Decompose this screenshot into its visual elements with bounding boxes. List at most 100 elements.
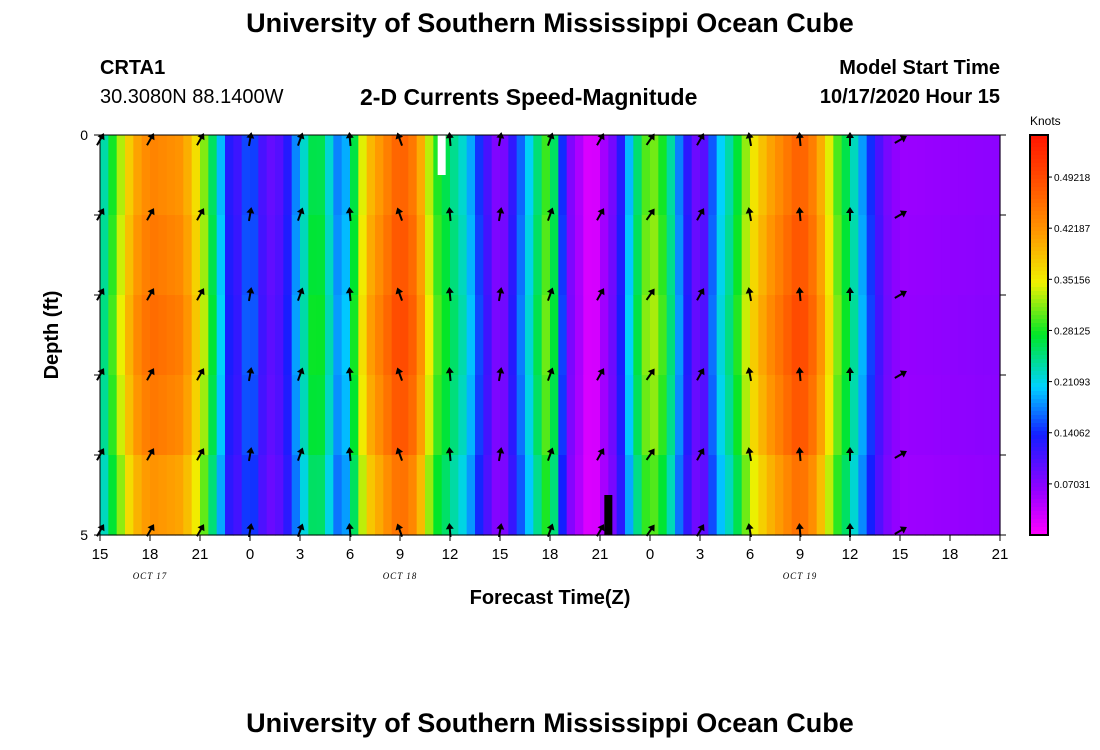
- heatmap-cell: [500, 455, 509, 536]
- current-arrow: [296, 132, 305, 146]
- heatmap-cell: [800, 215, 809, 296]
- heatmap-cell: [691, 135, 701, 216]
- heatmap-cell: [475, 135, 484, 216]
- heatmap-cell: [875, 375, 884, 456]
- colorbar-segment: [1030, 155, 1048, 160]
- heatmap-cell: [991, 455, 1001, 536]
- heatmap-cell: [291, 295, 301, 376]
- heatmap-cell: [566, 135, 576, 216]
- heatmap-cell: [741, 215, 751, 296]
- heatmap-cell: [816, 215, 826, 296]
- current-arrow: [795, 287, 804, 302]
- heatmap-cell: [791, 135, 801, 216]
- heatmap-cell: [675, 135, 684, 216]
- heatmap-cell: [650, 455, 659, 536]
- heatmap-cell: [333, 455, 343, 536]
- heatmap-cell: [366, 215, 376, 296]
- heatmap-cell: [475, 215, 484, 296]
- heatmap-cell: [325, 455, 334, 536]
- current-arrow: [496, 367, 505, 382]
- heatmap-cell: [925, 375, 934, 456]
- colorbar-segment: [1030, 187, 1048, 192]
- heatmap-cell: [250, 295, 259, 376]
- heatmap-cell: [633, 295, 643, 376]
- heatmap-cell: [750, 295, 759, 376]
- heatmap-cell: [200, 455, 209, 536]
- heatmap-cell: [275, 295, 284, 376]
- heatmap-cell: [516, 295, 526, 376]
- heatmap-cell: [116, 375, 126, 456]
- heatmap-cell: [591, 375, 601, 456]
- heatmap-cell: [283, 295, 293, 376]
- heatmap-cell: [433, 215, 443, 296]
- colorbar-segment: [1030, 207, 1048, 212]
- current-arrow: [395, 207, 404, 221]
- heatmap-cell: [908, 215, 918, 296]
- colorbar: Knots 0.49218 0.42187 0.35156 0.28125 0.21093…: [1029, 114, 1091, 536]
- heatmap-cell: [166, 135, 176, 216]
- heatmap-cell: [858, 295, 868, 376]
- heatmap-cell: [791, 455, 801, 536]
- heatmap-cell: [191, 375, 201, 456]
- heatmap-cell: [358, 375, 368, 456]
- heatmap-cell: [250, 455, 259, 536]
- colorbar-segment: [1030, 283, 1048, 288]
- heatmap-cell: [858, 455, 868, 536]
- heatmap-cell: [125, 455, 134, 536]
- heatmap-cell: [458, 295, 468, 376]
- heatmap-cell: [741, 375, 751, 456]
- heatmap-cell: [275, 135, 284, 216]
- heatmap-cell: [308, 295, 318, 376]
- heatmap-cell: [733, 295, 743, 376]
- heatmap-cell: [983, 375, 993, 456]
- heatmap-cell: [358, 295, 368, 376]
- heatmap-cell: [533, 215, 543, 296]
- heatmap-cell: [175, 375, 184, 456]
- data-markers: [437, 135, 613, 535]
- heatmap-cell: [100, 455, 109, 536]
- heatmap-cell: [550, 295, 559, 376]
- heatmap-cell: [508, 215, 518, 296]
- heatmap-cell: [258, 455, 268, 536]
- x-tick-label: 21: [992, 546, 1009, 563]
- colorbar-segment: [1030, 299, 1048, 304]
- heatmap-cell: [908, 375, 918, 456]
- heatmap-cell: [150, 375, 159, 456]
- colorbar-segment: [1030, 143, 1048, 148]
- current-arrow: [146, 208, 155, 221]
- heatmap-cell: [633, 215, 643, 296]
- heatmap-cell: [266, 455, 276, 536]
- heatmap-cell: [183, 215, 193, 296]
- colorbar-segment: [1030, 203, 1048, 208]
- heatmap-cell: [658, 215, 668, 296]
- heatmap-cell: [691, 455, 701, 536]
- current-arrow: [795, 367, 804, 382]
- x-tick-label: 12: [442, 546, 459, 563]
- current-arrow: [546, 207, 555, 221]
- heatmap-cell: [483, 375, 493, 456]
- heatmap-cell: [666, 215, 676, 296]
- heatmap-cell: [633, 135, 643, 216]
- colorbar-segment: [1030, 243, 1048, 248]
- y-tick-label: 0: [80, 127, 88, 143]
- heatmap-cell: [191, 135, 201, 216]
- date-label: OCT 19: [783, 571, 818, 581]
- heatmap-cell: [308, 135, 318, 216]
- model-start-label: Model Start Time: [839, 57, 1000, 79]
- colorbar-segment: [1030, 263, 1048, 268]
- heatmap-cell: [283, 215, 293, 296]
- heatmap-cell: [583, 375, 593, 456]
- heatmap-cell: [833, 455, 843, 536]
- heatmap-cell: [325, 215, 334, 296]
- heatmap-cell: [933, 135, 943, 216]
- heatmap-cell: [150, 135, 159, 216]
- heatmap-cell: [225, 215, 234, 296]
- heatmap-cell: [616, 295, 626, 376]
- heatmap-cell: [366, 375, 376, 456]
- heatmap-cell: [133, 375, 143, 456]
- current-arrow: [645, 524, 655, 537]
- heatmap-cell: [575, 455, 584, 536]
- x-tick-label: 15: [892, 546, 909, 563]
- heatmap-cell: [591, 135, 601, 216]
- heatmap-cell: [450, 135, 459, 216]
